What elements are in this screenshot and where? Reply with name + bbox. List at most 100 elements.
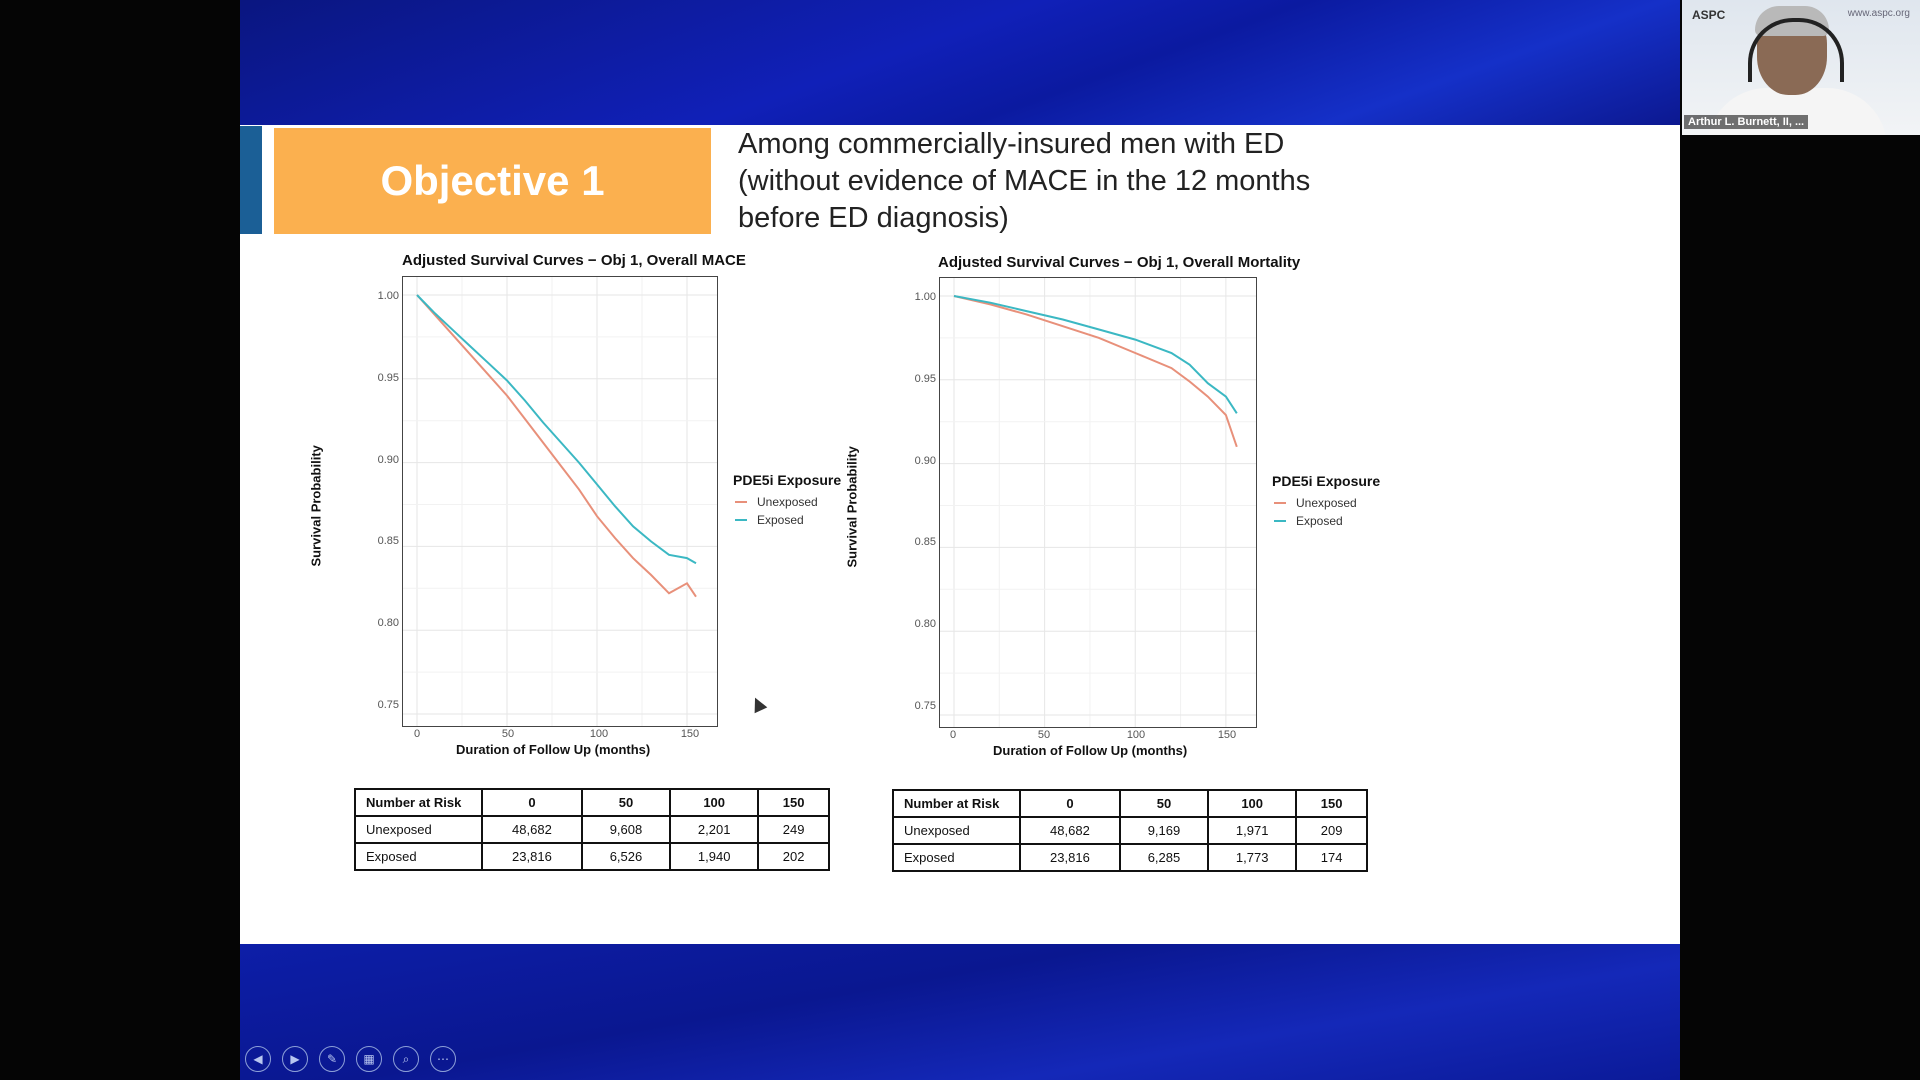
objective-label: Objective 1	[274, 128, 711, 234]
headline-line: (without evidence of MACE in the 12 mont…	[738, 165, 1311, 197]
survival-curve-unexposed	[953, 295, 1238, 448]
x-tick: 0	[413, 728, 421, 740]
presentation-controls: ◀ ▶ ✎ ▦ ⌕ ⋯	[245, 1046, 456, 1072]
y-tick: 0.75	[914, 700, 936, 712]
legend-label: Unexposed	[1296, 496, 1357, 510]
legend-swatch	[1274, 502, 1286, 504]
legend-label: Exposed	[757, 513, 804, 527]
legend-swatch	[1274, 520, 1286, 522]
previous-slide-button[interactable]: ◀	[245, 1046, 271, 1072]
table-row: Unexposed 48,682 9,608 2,201 249	[354, 815, 830, 844]
see-all-slides-button[interactable]: ▦	[356, 1046, 382, 1072]
table-cell: 6,526	[580, 842, 672, 871]
participant-video-tile[interactable]: ASPC www.aspc.org Arthur L. Burnett, II,…	[1682, 0, 1920, 135]
table-cell: 209	[1295, 816, 1368, 845]
legend-swatch	[735, 501, 747, 503]
next-icon: ▶	[290, 1052, 300, 1066]
headline-line: before ED diagnosis)	[738, 202, 1009, 234]
table-row: Exposed 23,816 6,285 1,773 174	[892, 843, 1368, 872]
table-header-cell: 50	[1118, 789, 1210, 818]
table-cell: 23,816	[481, 842, 583, 871]
next-slide-button[interactable]: ▶	[282, 1046, 308, 1072]
pen-tool-button[interactable]: ✎	[319, 1046, 345, 1072]
legend-label: Unexposed	[757, 495, 818, 509]
y-tick: 0.80	[377, 617, 399, 629]
y-tick: 0.90	[914, 455, 936, 467]
table-row: Exposed 23,816 6,526 1,940 202	[354, 842, 830, 871]
table-header-row: Number at Risk 0 50 100 150	[354, 788, 830, 817]
conference-url: www.aspc.org	[1847, 8, 1910, 19]
table-header-cell: Number at Risk	[354, 788, 483, 817]
y-tick: 0.95	[914, 373, 936, 385]
accent-strip	[240, 126, 262, 234]
y-tick: 0.80	[914, 618, 936, 630]
legend-item-unexposed: Unexposed	[735, 495, 818, 509]
x-tick: 150	[1217, 729, 1237, 741]
x-axis-label: Duration of Follow Up (months)	[993, 743, 1188, 758]
table-cell: 23,816	[1019, 843, 1121, 872]
x-tick: 100	[589, 728, 609, 740]
table-cell: 9,608	[580, 815, 672, 844]
table-cell: Unexposed	[892, 816, 1021, 845]
table-cell: 6,285	[1118, 843, 1210, 872]
table-cell: 202	[757, 842, 830, 871]
table-cell: 1,971	[1207, 816, 1298, 845]
more-options-button[interactable]: ⋯	[430, 1046, 456, 1072]
chart-title: Adjusted Survival Curves − Obj 1, Overal…	[938, 254, 1301, 271]
previous-icon: ◀	[253, 1052, 263, 1066]
x-tick: 0	[949, 729, 957, 741]
participant-name: Arthur L. Burnett, II, ...	[1684, 115, 1809, 129]
conference-logo: ASPC	[1692, 8, 1726, 22]
left-letterbox	[0, 0, 240, 1080]
slide-top-band	[240, 0, 1680, 125]
legend-item-exposed: Exposed	[1274, 514, 1343, 528]
legend-swatch	[735, 519, 747, 521]
zoom-icon: ⌕	[402, 1051, 410, 1066]
table-cell: 48,682	[1019, 816, 1121, 845]
legend-item-unexposed: Unexposed	[1274, 496, 1357, 510]
zoom-button[interactable]: ⌕	[393, 1046, 419, 1072]
table-header-row: Number at Risk 0 50 100 150	[892, 789, 1368, 818]
table-cell: 174	[1295, 843, 1368, 872]
table-cell: 2,201	[669, 815, 760, 844]
y-axis-label: Survival Probability	[844, 446, 860, 568]
legend-title: PDE5i Exposure	[1272, 473, 1381, 489]
x-tick: 50	[1037, 729, 1051, 741]
chart-title: Adjusted Survival Curves − Obj 1, Overal…	[402, 252, 746, 269]
survival-plot-mace	[402, 276, 718, 727]
y-tick: 0.95	[377, 372, 399, 384]
plot-canvas	[940, 278, 1256, 727]
x-tick: 100	[1126, 729, 1146, 741]
legend-item-exposed: Exposed	[735, 513, 804, 527]
table-cell: 1,940	[669, 842, 760, 871]
table-cell: Exposed	[892, 843, 1021, 872]
x-tick: 50	[501, 728, 515, 740]
slide-headline: Among commercially-insured men with ED (…	[738, 126, 1358, 237]
y-tick: 0.90	[377, 454, 399, 466]
table-header-cell: 100	[1207, 789, 1298, 818]
table-cell: 1,773	[1207, 843, 1298, 872]
risk-table-mace: Number at Risk 0 50 100 150 Unexposed 48…	[354, 788, 830, 871]
y-tick: 0.85	[914, 536, 936, 548]
table-header-cell: 150	[757, 788, 830, 817]
y-tick: 0.85	[377, 535, 399, 547]
table-header-cell: Number at Risk	[892, 789, 1021, 818]
table-header-cell: 0	[1019, 789, 1121, 818]
x-axis-label: Duration of Follow Up (months)	[456, 742, 651, 757]
survival-curve-unexposed	[416, 294, 697, 598]
table-header-cell: 50	[580, 788, 672, 817]
table-header-cell: 150	[1295, 789, 1368, 818]
table-header-cell: 100	[669, 788, 760, 817]
y-tick: 0.75	[377, 699, 399, 711]
plot-canvas	[403, 277, 717, 726]
y-tick: 1.00	[914, 291, 936, 303]
y-tick: 1.00	[377, 290, 399, 302]
headline-line: Among commercially-insured men with ED	[738, 128, 1285, 160]
survival-curve-exposed	[416, 294, 697, 565]
table-cell: 48,682	[481, 815, 583, 844]
headset-icon	[1748, 18, 1844, 82]
table-header-cell: 0	[481, 788, 583, 817]
legend-title: PDE5i Exposure	[733, 472, 842, 488]
y-axis-label: Survival Probability	[308, 445, 324, 567]
more-options-icon: ⋯	[437, 1052, 449, 1066]
